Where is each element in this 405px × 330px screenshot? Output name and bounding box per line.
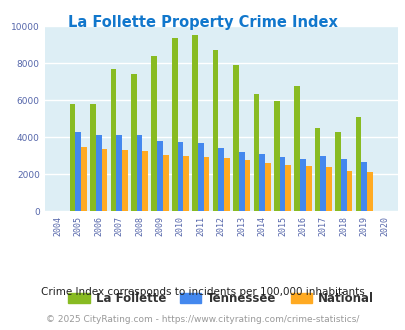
Bar	[116, 135, 122, 211]
Bar	[198, 143, 203, 211]
Bar	[238, 152, 244, 211]
Bar	[253, 94, 259, 211]
Bar	[299, 158, 305, 211]
Bar	[218, 148, 224, 211]
Bar	[203, 157, 209, 211]
Bar	[212, 50, 218, 211]
Bar	[355, 117, 360, 211]
Bar	[346, 171, 352, 211]
Bar	[122, 150, 128, 211]
Bar	[264, 163, 270, 211]
Bar	[232, 65, 238, 211]
Bar	[96, 135, 101, 211]
Bar	[294, 85, 299, 211]
Bar	[273, 101, 279, 211]
Bar	[244, 160, 249, 211]
Bar	[162, 155, 168, 211]
Bar	[314, 128, 320, 211]
Bar	[136, 135, 142, 211]
Bar	[285, 165, 290, 211]
Bar	[157, 141, 162, 211]
Bar	[110, 69, 116, 211]
Bar	[183, 156, 189, 211]
Bar	[151, 56, 157, 211]
Bar	[335, 132, 340, 211]
Bar	[305, 166, 311, 211]
Bar	[340, 158, 346, 211]
Text: © 2025 CityRating.com - https://www.cityrating.com/crime-statistics/: © 2025 CityRating.com - https://www.city…	[46, 315, 359, 324]
Text: Crime Index corresponds to incidents per 100,000 inhabitants: Crime Index corresponds to incidents per…	[41, 287, 364, 297]
Bar	[192, 35, 198, 211]
Bar	[75, 132, 81, 211]
Bar	[101, 149, 107, 211]
Bar	[90, 104, 96, 211]
Bar	[279, 157, 285, 211]
Bar	[70, 104, 75, 211]
Legend: La Follette, Tennessee, National: La Follette, Tennessee, National	[64, 287, 378, 310]
Bar	[224, 158, 229, 211]
Bar	[81, 148, 87, 211]
Bar	[320, 156, 325, 211]
Text: La Follette Property Crime Index: La Follette Property Crime Index	[68, 15, 337, 30]
Bar	[325, 167, 331, 211]
Bar	[177, 142, 183, 211]
Bar	[131, 74, 136, 211]
Bar	[142, 151, 148, 211]
Bar	[360, 162, 366, 211]
Bar	[171, 38, 177, 211]
Bar	[259, 154, 264, 211]
Bar	[366, 172, 372, 211]
